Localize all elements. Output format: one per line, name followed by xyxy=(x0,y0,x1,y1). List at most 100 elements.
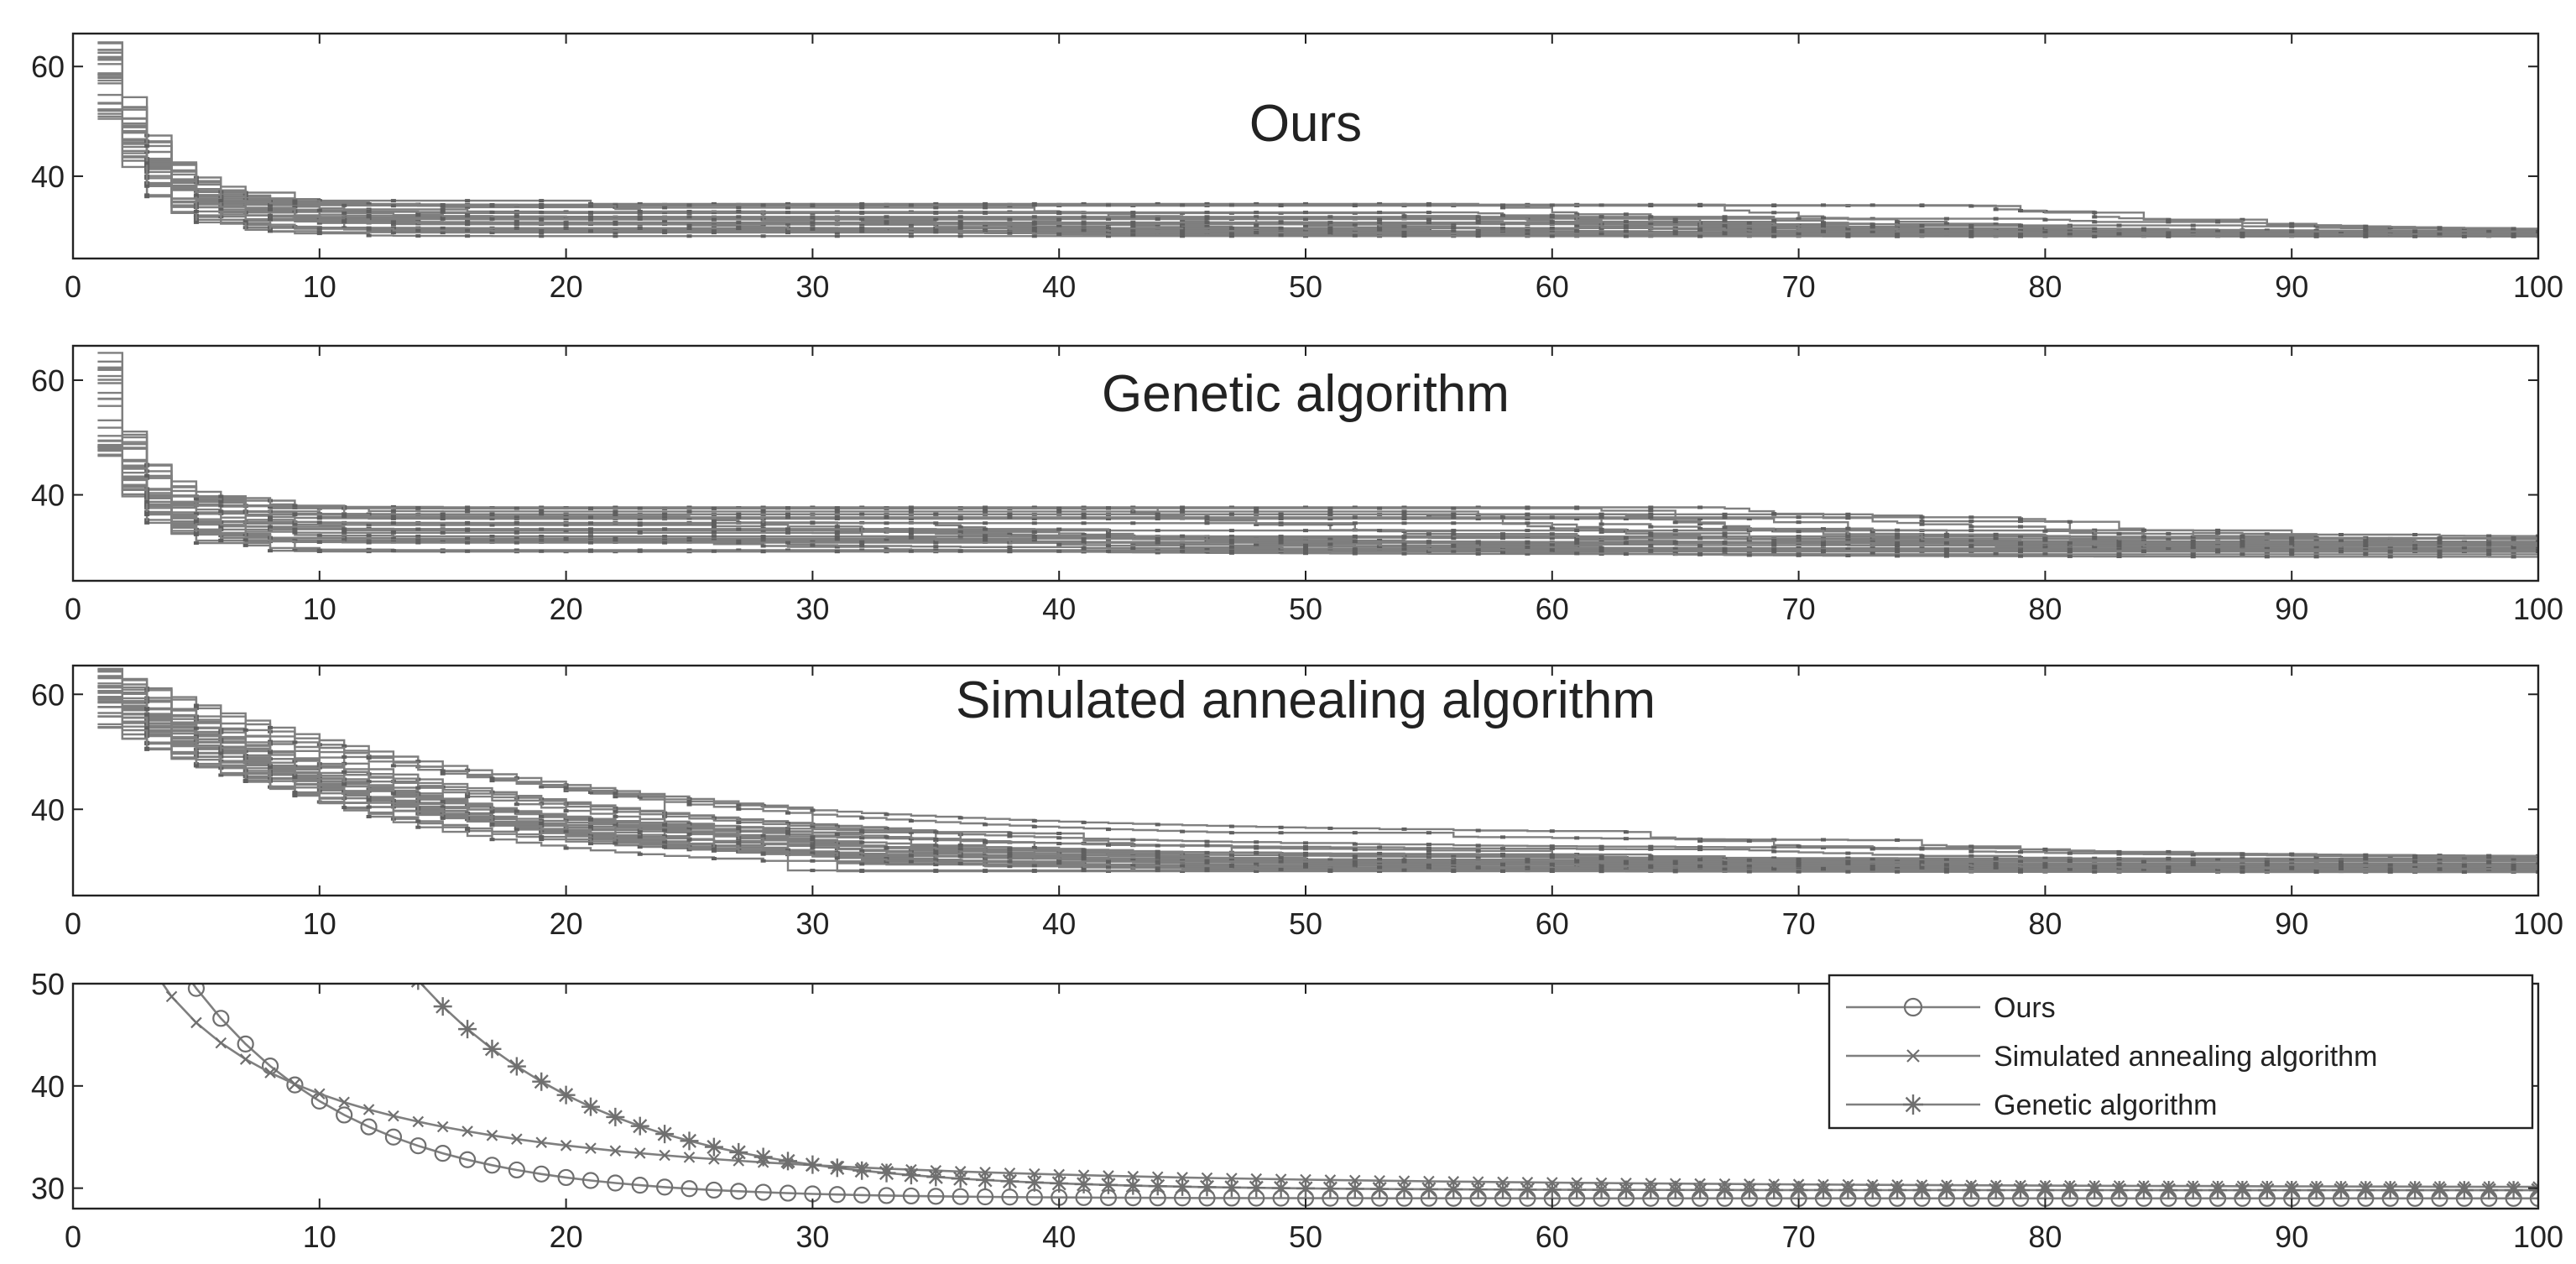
run-marker xyxy=(686,536,692,541)
run-marker xyxy=(465,199,471,203)
run-marker xyxy=(1352,203,1358,207)
run-marker xyxy=(1746,864,1752,868)
run-marker xyxy=(933,512,939,516)
run-marker xyxy=(760,523,766,527)
run-marker xyxy=(539,535,545,538)
run-marker xyxy=(1869,552,1875,556)
run-marker xyxy=(1796,546,1802,550)
run-marker xyxy=(1969,234,1974,238)
run-marker xyxy=(859,548,865,552)
run-marker xyxy=(760,544,766,548)
run-marker xyxy=(859,211,865,215)
run-marker xyxy=(1401,515,1407,520)
run-marker xyxy=(884,521,889,525)
run-marker xyxy=(686,203,692,207)
x-marker xyxy=(634,1147,646,1159)
run-marker xyxy=(2042,536,2048,541)
run-marker xyxy=(2166,870,2172,874)
x-tick-label: 10 xyxy=(303,269,336,304)
run-marker xyxy=(662,229,668,233)
star-marker xyxy=(2454,1181,2474,1200)
star-marker xyxy=(1739,1180,1759,1199)
run-marker xyxy=(785,222,790,226)
run-marker xyxy=(1451,869,1457,873)
run-marker xyxy=(2166,536,2172,541)
run-marker xyxy=(1130,211,1136,215)
star-marker xyxy=(2504,1181,2523,1200)
run-marker xyxy=(785,833,790,836)
run-marker xyxy=(1303,851,1308,855)
run-marker xyxy=(514,529,519,533)
run-marker xyxy=(1895,554,1901,558)
run-marker xyxy=(760,549,766,553)
run-marker xyxy=(1081,228,1087,232)
run-line xyxy=(97,686,2538,867)
run-marker xyxy=(1377,211,1383,215)
run-marker xyxy=(2042,862,2048,866)
run-marker xyxy=(1697,845,1703,849)
run-marker xyxy=(2264,555,2270,559)
run-marker xyxy=(736,527,742,531)
star-marker xyxy=(2331,1181,2350,1200)
star-marker xyxy=(1173,1177,1192,1196)
legend-label: Genetic algorithm xyxy=(1994,1089,2217,1121)
run-marker xyxy=(834,833,840,836)
run-marker xyxy=(2264,869,2270,873)
plot-area xyxy=(97,41,2538,238)
run-marker xyxy=(1180,542,1186,546)
run-marker xyxy=(268,206,273,211)
run-marker xyxy=(1401,215,1407,219)
run-marker xyxy=(1845,859,1851,864)
run-marker xyxy=(1352,861,1358,865)
run-marker xyxy=(218,494,224,499)
run-marker xyxy=(1327,221,1333,225)
run-marker xyxy=(193,520,199,524)
run-marker xyxy=(1451,532,1457,536)
run-marker xyxy=(2536,549,2538,553)
run-marker xyxy=(1327,517,1333,520)
run-marker xyxy=(2339,867,2344,870)
run-marker xyxy=(2461,234,2467,238)
run-marker xyxy=(1943,549,1949,553)
star-marker xyxy=(2307,1181,2326,1200)
run-marker xyxy=(933,844,939,848)
run-marker xyxy=(1845,515,1851,520)
run-marker xyxy=(514,541,519,545)
run-marker xyxy=(1697,848,1703,852)
run-marker xyxy=(539,549,545,553)
star-marker xyxy=(704,1137,723,1157)
run-marker xyxy=(908,535,914,540)
star-marker xyxy=(482,1039,502,1058)
run-marker xyxy=(2067,851,2073,855)
y-tick-label: 30 xyxy=(31,1172,65,1206)
run-marker xyxy=(1623,830,1629,834)
run-marker xyxy=(1106,517,1111,520)
run-marker xyxy=(637,506,643,510)
run-marker xyxy=(366,797,372,802)
run-marker xyxy=(1180,534,1186,538)
run-marker xyxy=(613,795,618,799)
run-marker xyxy=(834,525,840,529)
run-marker xyxy=(637,835,643,839)
run-marker xyxy=(1081,512,1087,516)
run-marker xyxy=(957,847,963,851)
run-marker xyxy=(1943,217,1949,221)
legend-label: Simulated annealing algorithm xyxy=(1994,1041,2377,1073)
run-marker xyxy=(736,803,742,807)
legend-x-marker xyxy=(1906,1049,1920,1063)
circle-marker xyxy=(212,1010,230,1027)
run-marker xyxy=(1845,234,1851,238)
run-marker xyxy=(1771,845,1777,849)
run-marker xyxy=(2363,232,2369,237)
run-marker xyxy=(1180,231,1186,235)
run-marker xyxy=(465,827,471,831)
run-marker xyxy=(1648,535,1654,539)
run-marker xyxy=(1180,222,1186,226)
run-marker xyxy=(1648,515,1654,520)
star-marker xyxy=(1419,1179,1438,1199)
run-marker xyxy=(2387,549,2393,553)
run-marker xyxy=(2116,543,2122,547)
run-marker xyxy=(2240,856,2245,860)
run-marker xyxy=(810,859,816,863)
y-tick-label: 50 xyxy=(31,967,65,1001)
